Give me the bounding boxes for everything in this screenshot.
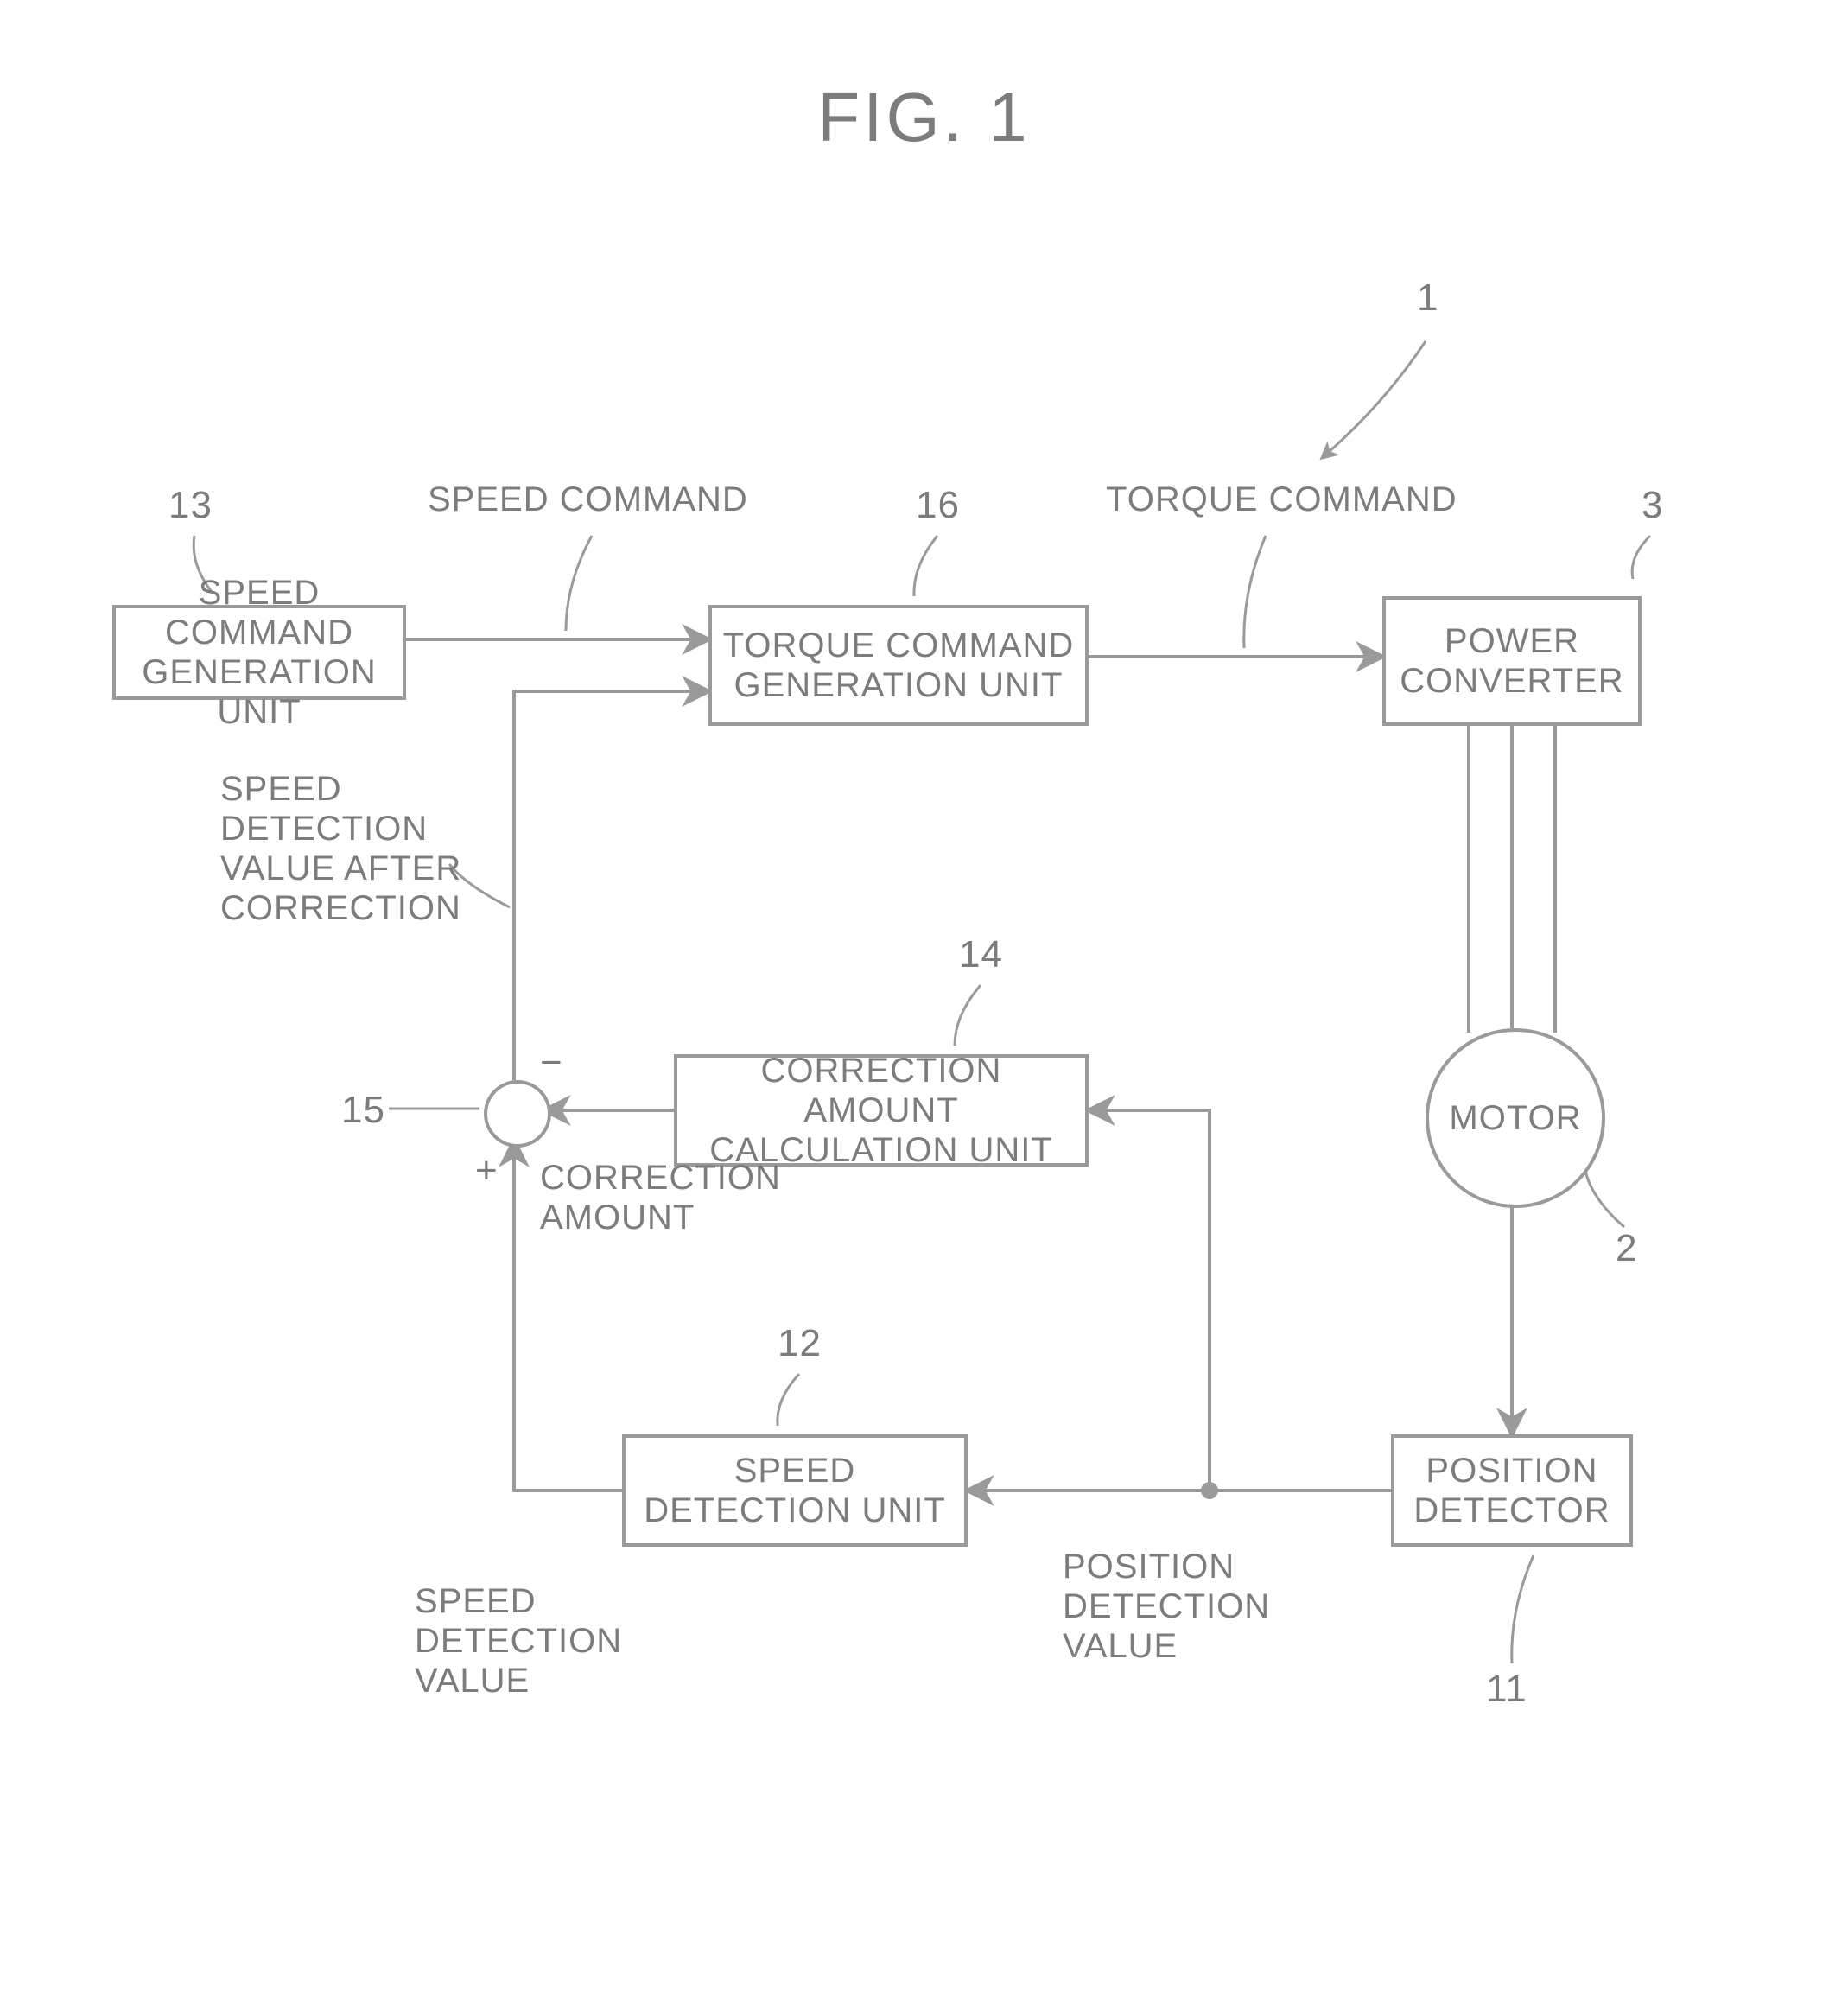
signal-label-lbl_corr_amount: CORRECTION AMOUNT [540,1158,781,1237]
node-pos_detector: POSITION DETECTOR [1391,1434,1633,1547]
signal-label-lbl_sdv_after: SPEED DETECTION VALUE AFTER CORRECTION [220,769,461,928]
ref-leader-1 [1322,341,1426,458]
node-label: POWER CONVERTER [1400,621,1623,701]
ref-label-16: 16 [916,484,960,528]
node-label: SPEED COMMAND GENERATION UNIT [124,573,394,732]
summing-sign-minus: − [540,1041,562,1084]
node-label: TORQUE COMMAND GENERATION UNIT [723,626,1075,705]
signal-label-lbl_pos_det_val: POSITION DETECTION VALUE [1063,1547,1270,1666]
node-corr_calc_unit: CORRECTION AMOUNT CALCULATION UNIT [674,1054,1089,1167]
edge-e_pd_ccu [1089,1110,1210,1491]
ref-label-15: 15 [341,1089,385,1133]
node-label: SPEED DETECTION UNIT [644,1451,946,1530]
ref-leader-14 [955,985,981,1046]
ref-label-3: 3 [1642,484,1663,528]
diagram-stage: FIG. 1 SPEED COMMAND GENERATION UNIT TORQ… [0,0,1848,2009]
signal-label-lbl_torque_cmd: TORQUE COMMAND [1106,480,1457,519]
node-motor: MOTOR [1426,1028,1605,1208]
ref-label-1: 1 [1417,277,1438,321]
node-torque_cmd_gen: TORQUE COMMAND GENERATION UNIT [708,605,1089,726]
junction-dot [1201,1482,1218,1499]
edge-e_sum_tcg [514,691,708,1080]
signal-leader-lbl_speed_cmd [566,536,592,631]
node-speed_det_unit: SPEED DETECTION UNIT [622,1434,968,1547]
ref-label-14: 14 [959,933,1003,977]
node-label: CORRECTION AMOUNT CALCULATION UNIT [686,1051,1076,1170]
node-power_conv: POWER CONVERTER [1382,596,1642,726]
ref-leader-3 [1632,536,1650,579]
summing-sign-plus: + [475,1149,498,1192]
node-label: POSITION DETECTOR [1413,1451,1610,1530]
ref-label-12: 12 [778,1322,822,1366]
ref-label-2: 2 [1616,1227,1637,1271]
ref-leader-16 [914,536,937,596]
figure-title: FIG. 1 [0,78,1848,157]
node-summing [484,1080,551,1148]
node-speed_cmd_gen: SPEED COMMAND GENERATION UNIT [112,605,406,700]
ref-leader-2 [1585,1171,1624,1227]
signal-label-lbl_speed_cmd: SPEED COMMAND [428,480,748,519]
diagram-svg [0,0,1848,2009]
ref-leader-11 [1512,1555,1534,1663]
ref-label-11: 11 [1486,1668,1527,1712]
ref-leader-12 [778,1374,799,1426]
signal-label-lbl_speed_det_val: SPEED DETECTION VALUE [415,1581,622,1701]
node-label: MOTOR [1449,1099,1581,1138]
signal-leader-lbl_torque_cmd [1244,536,1266,648]
ref-label-13: 13 [168,484,213,528]
